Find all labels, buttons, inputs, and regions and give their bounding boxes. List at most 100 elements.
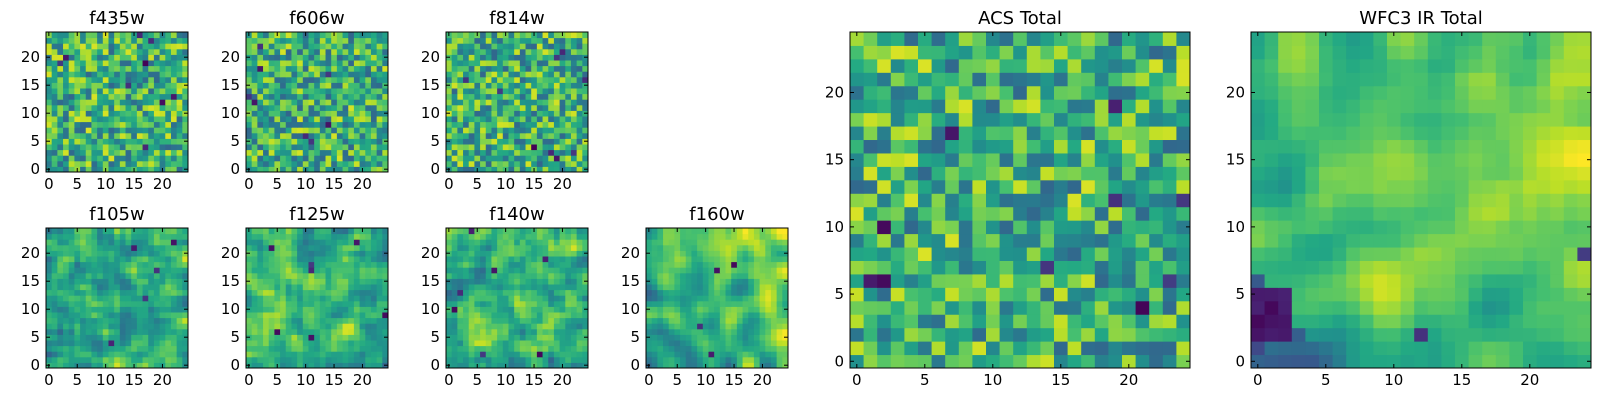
heatmap-cell [285, 239, 292, 246]
heatmap-cell [536, 295, 544, 302]
heatmap-cell [691, 351, 698, 358]
heatmap-cell [457, 166, 464, 173]
heatmap-cell [131, 138, 138, 145]
heatmap-cell [136, 239, 144, 246]
heatmap-cell [319, 160, 327, 167]
heatmap-cell [80, 261, 87, 268]
heatmap-cell [353, 88, 361, 95]
heatmap-cell [863, 314, 878, 329]
heatmap-cell [742, 312, 749, 319]
heatmap-cell [319, 362, 327, 369]
heatmap-cell [708, 328, 715, 335]
heatmap-cell [314, 228, 321, 235]
heatmap-cell [57, 93, 64, 100]
heatmap-cell [986, 314, 1001, 329]
heatmap-cell [353, 149, 361, 156]
heatmap-cell [972, 260, 987, 275]
heatmap-cell [446, 256, 453, 263]
heatmap-cell [97, 54, 104, 61]
heatmap-cell [497, 110, 504, 117]
heatmap-cell [365, 138, 372, 145]
heatmap-cell [365, 289, 372, 296]
heatmap-cell [114, 250, 121, 257]
heatmap-cell [285, 93, 292, 100]
heatmap-cell [1122, 341, 1137, 356]
heatmap-cell [325, 121, 332, 128]
heatmap-cell [468, 88, 475, 95]
heatmap-cell [748, 289, 755, 296]
heatmap-cell [68, 82, 75, 89]
heatmap-cell [370, 356, 378, 363]
heatmap-cell [1081, 314, 1096, 329]
heatmap-cell [736, 340, 744, 347]
heatmap-cell [170, 306, 178, 313]
heatmap-cell [382, 60, 389, 67]
heatmap-cell [142, 362, 149, 369]
heatmap-cell [102, 149, 109, 156]
heatmap-cell [536, 132, 544, 139]
heatmap-cell [80, 138, 87, 145]
heatmap-cell [63, 284, 70, 291]
heatmap-cell [331, 132, 338, 139]
heatmap-cell [257, 127, 264, 134]
heatmap-cell [63, 267, 70, 274]
heatmap-cell [708, 351, 715, 358]
heatmap-cell [182, 351, 189, 358]
heatmap-cell [782, 272, 789, 279]
heatmap-cell [159, 144, 166, 151]
heatmap-cell [246, 289, 253, 296]
y-tick-label: 20 [221, 48, 240, 66]
heatmap-cell [736, 362, 744, 369]
heatmap-cell [576, 272, 583, 279]
heatmap-cell [918, 193, 933, 208]
heatmap-cell [68, 295, 75, 302]
heatmap-cell [559, 138, 566, 145]
heatmap-cell [463, 233, 470, 240]
heatmap-cell [136, 306, 144, 313]
heatmap-cell [542, 32, 549, 39]
heatmap-cell [457, 250, 464, 257]
heatmap-cell [336, 312, 344, 319]
heatmap-cell [297, 116, 304, 123]
heatmap-cell [170, 272, 178, 279]
heatmap-cell [559, 261, 566, 268]
heatmap-cell [759, 334, 766, 341]
heatmap-cell [319, 155, 327, 162]
heatmap-cell [463, 54, 470, 61]
heatmap-cell [514, 65, 521, 72]
heatmap-cell [582, 328, 589, 335]
heatmap-cell [85, 306, 92, 313]
heatmap-cell [770, 362, 778, 369]
heatmap-cell [725, 356, 732, 363]
heatmap-cell [674, 328, 681, 335]
heatmap-cell [376, 121, 383, 128]
heatmap-cell [80, 104, 87, 111]
heatmap-cell [246, 340, 253, 347]
heatmap-cell [918, 247, 933, 261]
heatmap-cell [559, 356, 566, 363]
heatmap-cell [153, 267, 161, 274]
heatmap-cell [246, 261, 253, 268]
heatmap-cell [136, 284, 144, 291]
heatmap-cell [108, 278, 115, 285]
heatmap-cell [246, 121, 253, 128]
heatmap-cell [480, 60, 487, 67]
heatmap-cell [80, 239, 87, 246]
heatmap-cell [502, 144, 509, 151]
heatmap-cell [765, 295, 772, 302]
heatmap-cell [1135, 314, 1150, 329]
heatmap-cell [697, 351, 704, 358]
heatmap-cell [319, 71, 327, 78]
heatmap-cell [657, 323, 664, 330]
heatmap-cell [108, 267, 115, 274]
heatmap-cell [514, 323, 521, 330]
heatmap-cell [263, 256, 270, 263]
heatmap-cell [708, 228, 715, 235]
heatmap-cell [986, 273, 1001, 288]
heatmap-cell [51, 239, 58, 246]
heatmap-cell [519, 272, 527, 279]
heatmap-cell [570, 323, 578, 330]
heatmap-cell [691, 267, 698, 274]
heatmap-cell [491, 48, 498, 55]
heatmap-cell [176, 155, 183, 162]
